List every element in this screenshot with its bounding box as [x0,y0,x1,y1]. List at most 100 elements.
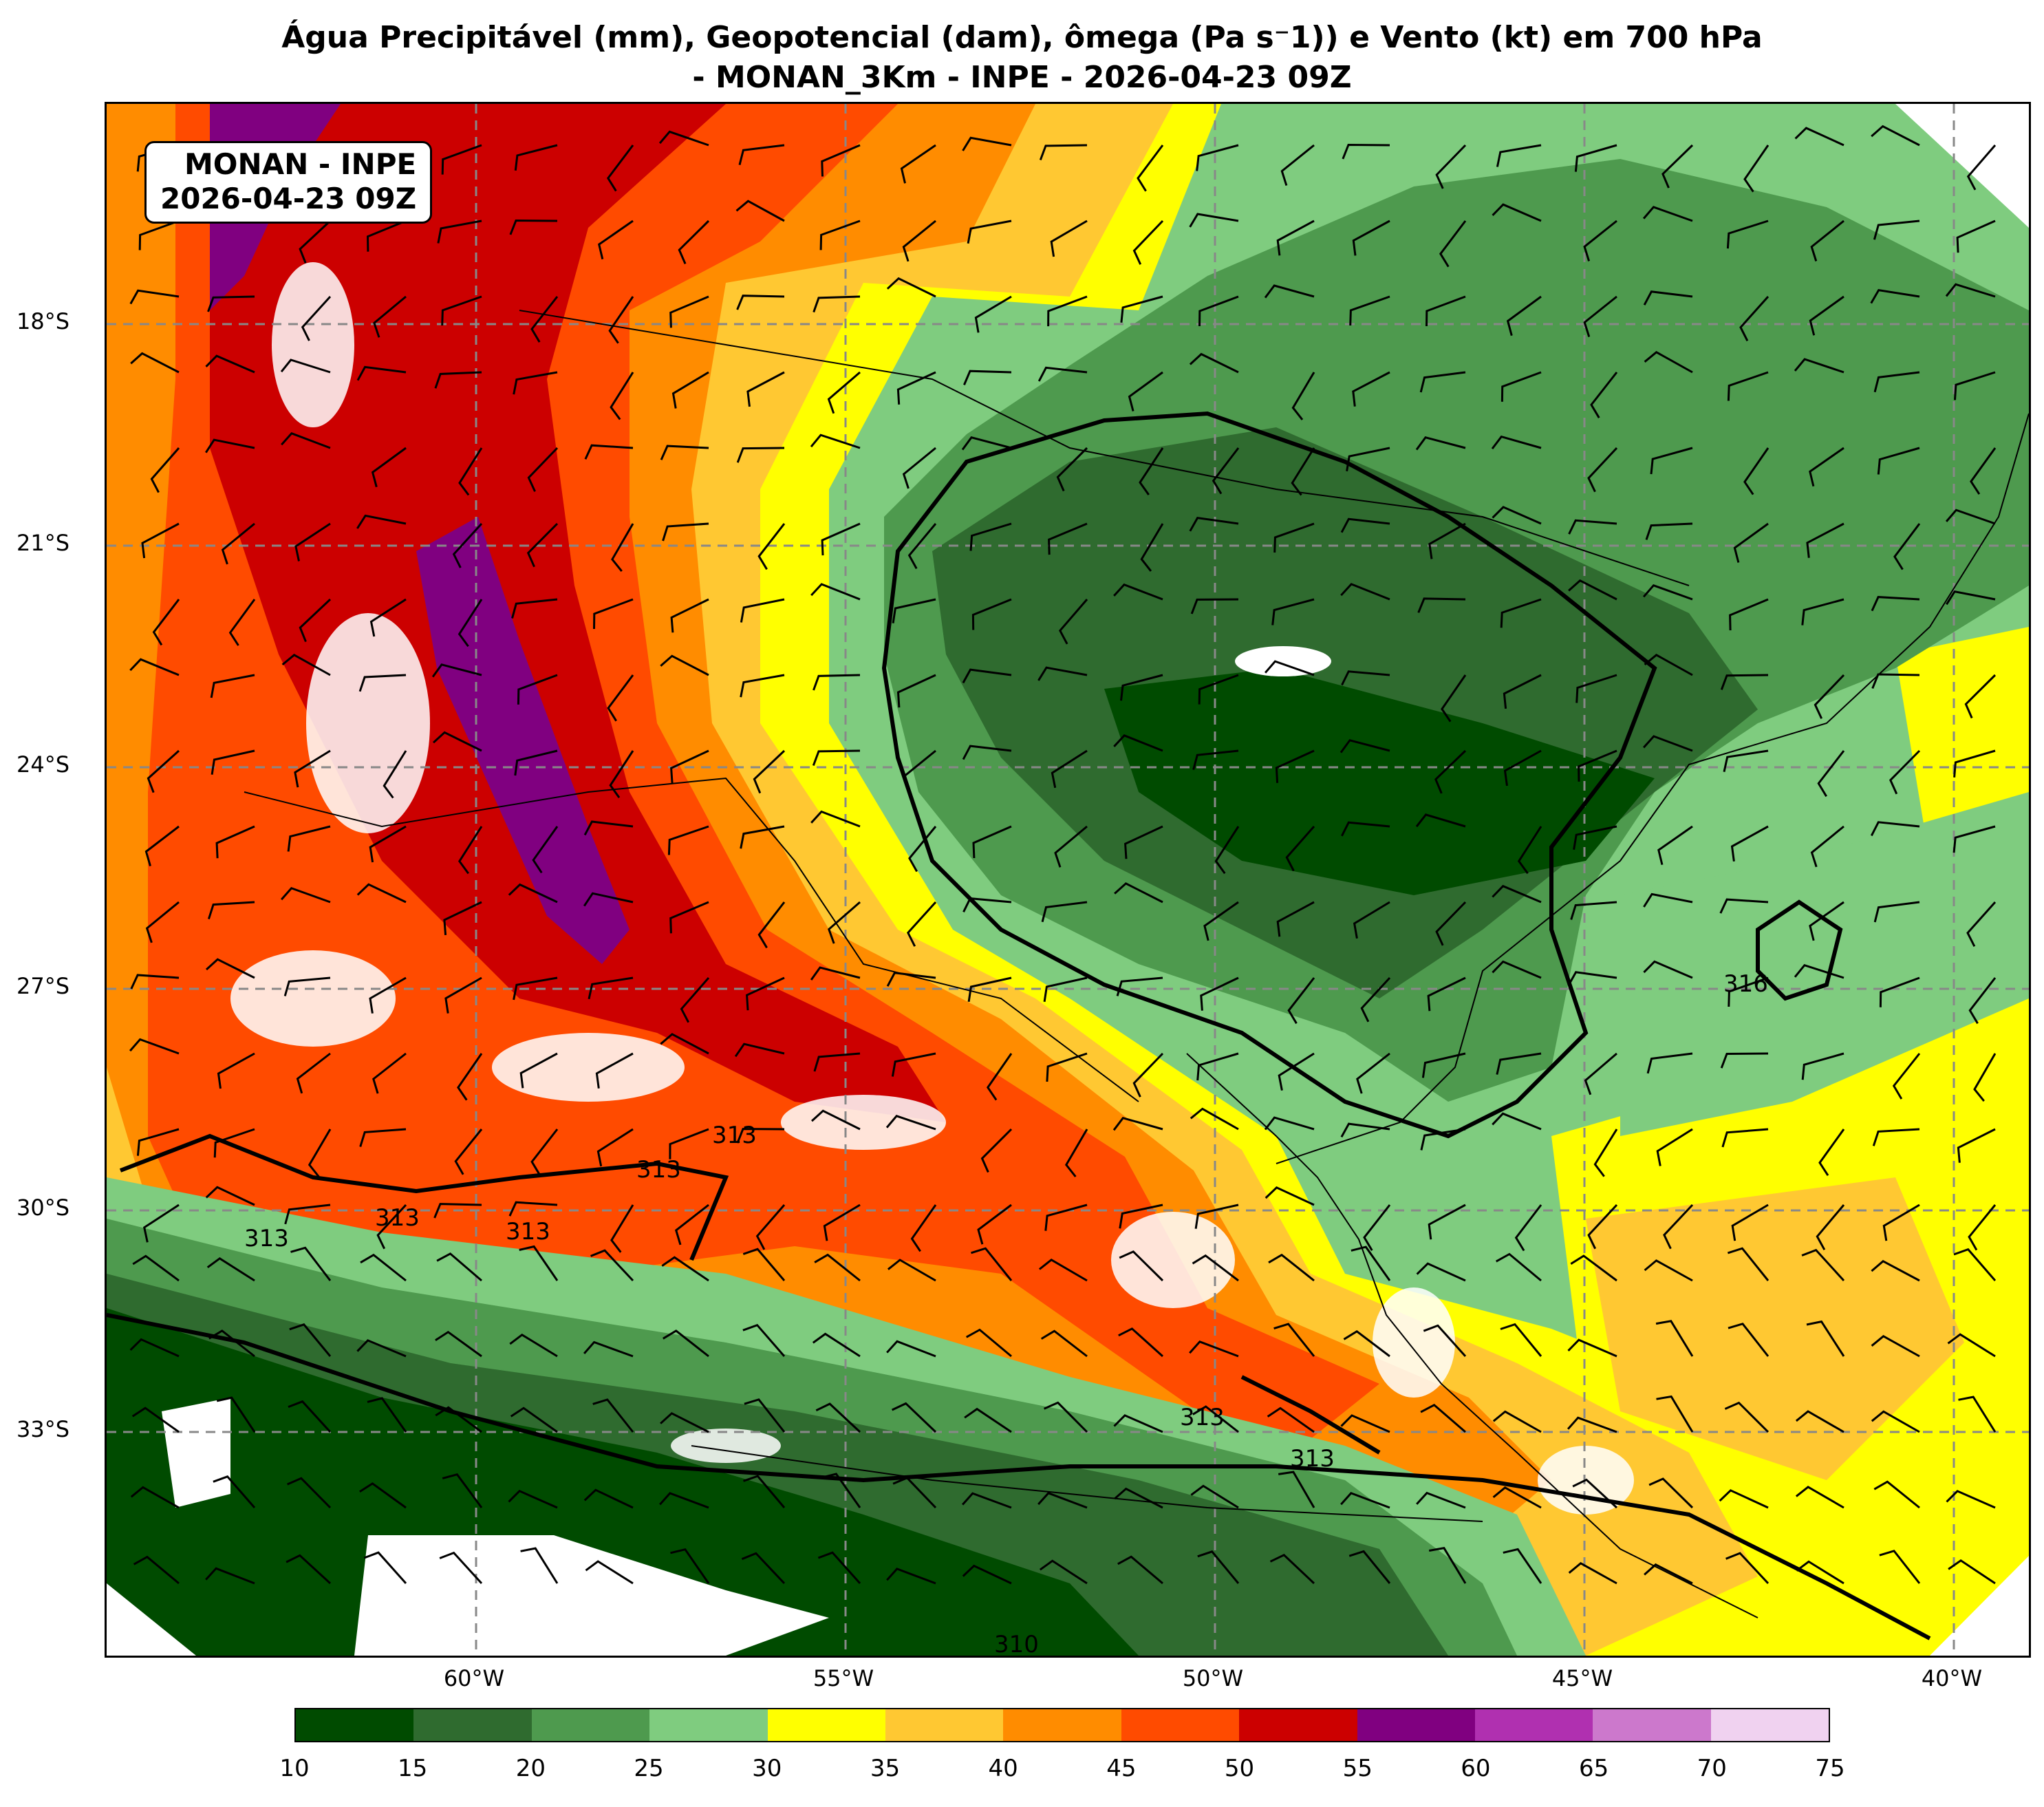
wind-barb [660,1033,709,1055]
wind-barb [281,653,331,676]
wind-barb [961,1492,1012,1509]
contour-label: 316 [1723,970,1768,998]
wind-barb [1953,749,1996,778]
colorbar-segment [649,1709,768,1741]
pw-field-25-30-east [1620,792,2029,1136]
wind-barb [967,976,1012,1003]
wind-barb [1416,1491,1466,1509]
wind-barb [1496,144,1542,167]
wind-barb [287,1477,332,1509]
wind-barb [902,220,936,262]
wind-barb [821,1473,861,1508]
wind-barb [1573,825,1617,851]
wind-barb [583,1488,634,1509]
wind-barb [1583,295,1617,337]
wind-barb [813,674,861,691]
wind-barb [517,674,558,705]
wind-barb [663,1329,709,1358]
wind-barb [1435,144,1467,189]
wind-barb [1439,220,1467,268]
wind-barb [1363,1204,1391,1251]
wind-barb [813,1052,861,1072]
wind-barb [1419,371,1466,393]
wind-barb [740,598,785,623]
wind-barb [1642,584,1693,601]
wind-barb [1428,522,1466,559]
wind-barb [1197,1550,1240,1584]
wind-barb [900,144,936,184]
wind-barb [1729,598,1769,631]
wind-barb [1590,372,1618,418]
wind-barb [821,522,861,556]
wind-barb [986,1053,1013,1101]
contour-label: 313 [375,1204,420,1232]
wind-barb [513,371,558,395]
wind-barb [281,432,331,449]
wind-barb [962,1564,1012,1585]
wind-barb [1196,144,1239,171]
wind-barb [1421,1052,1466,1078]
wind-barb [358,674,407,692]
wind-barb [1879,976,1920,1007]
wind-barb [1190,1484,1239,1509]
chart-title-line1: Água Precipitável (mm), Geopotencial (da… [281,20,1763,55]
wind-barb [1663,1204,1694,1250]
wind-barb [1492,203,1542,222]
wind-barb [369,976,407,1014]
wind-barb [1423,1324,1467,1358]
wind-barb [1492,1410,1542,1433]
wind-barb [1353,901,1390,939]
wind-barb [1514,1204,1542,1252]
colorbar-tick-label: 50 [1224,1755,1255,1782]
wind-barb [211,749,255,775]
wind-barb [810,583,861,601]
colorbar-segment [1003,1709,1121,1741]
wind-barb [1189,1340,1239,1358]
wind-barb [208,1329,255,1358]
wind-barb [143,1204,180,1243]
wind-barb [129,658,180,676]
wind-barb [1956,220,1996,253]
wind-barb [583,892,634,907]
wind-barb [1139,447,1164,495]
wind-barb [369,825,407,863]
wind-barb [1492,1486,1542,1509]
wind-barb [887,1259,936,1282]
wind-barb [827,371,861,414]
wind-barb [1646,1052,1693,1074]
wind-barb [674,1204,709,1245]
wind-barb [1728,976,1769,1007]
wind-barb [1954,371,1996,400]
wind-barb [434,371,482,389]
contour-label: 313 [506,1218,550,1245]
wind-barb [1645,522,1693,540]
wind-barb [287,825,331,852]
wind-barb [1352,371,1390,407]
wind-barb [1873,371,1920,393]
wind-barb [610,372,634,420]
colorbar-tick-label: 40 [988,1755,1018,1782]
wind-barb [743,1475,786,1508]
wind-barb [130,352,180,374]
wind-barb [1871,125,1920,147]
wind-barb [1810,825,1844,868]
wind-barb [1872,1128,1920,1146]
wind-barb [1039,144,1088,161]
wind-barb [734,1042,785,1058]
wind-barb [1575,674,1617,703]
colorbar-tick-label: 30 [752,1755,782,1782]
wind-barb [977,1204,1012,1245]
wind-barb [740,674,785,698]
wind-barb [371,447,407,488]
wind-barb [813,295,861,313]
wind-barb [1796,1560,1844,1585]
wind-barb [205,1186,255,1206]
wind-barb [1495,1252,1542,1282]
wind-barb [1120,295,1163,323]
wind-barb [1946,1490,1996,1509]
wind-barb [1427,976,1466,1012]
wind-barb [441,295,482,326]
wind-barb [590,1249,634,1282]
wind-barb [441,144,482,175]
model-info-box: MONAN - INPE 2026-04-23 09Z [144,141,433,224]
